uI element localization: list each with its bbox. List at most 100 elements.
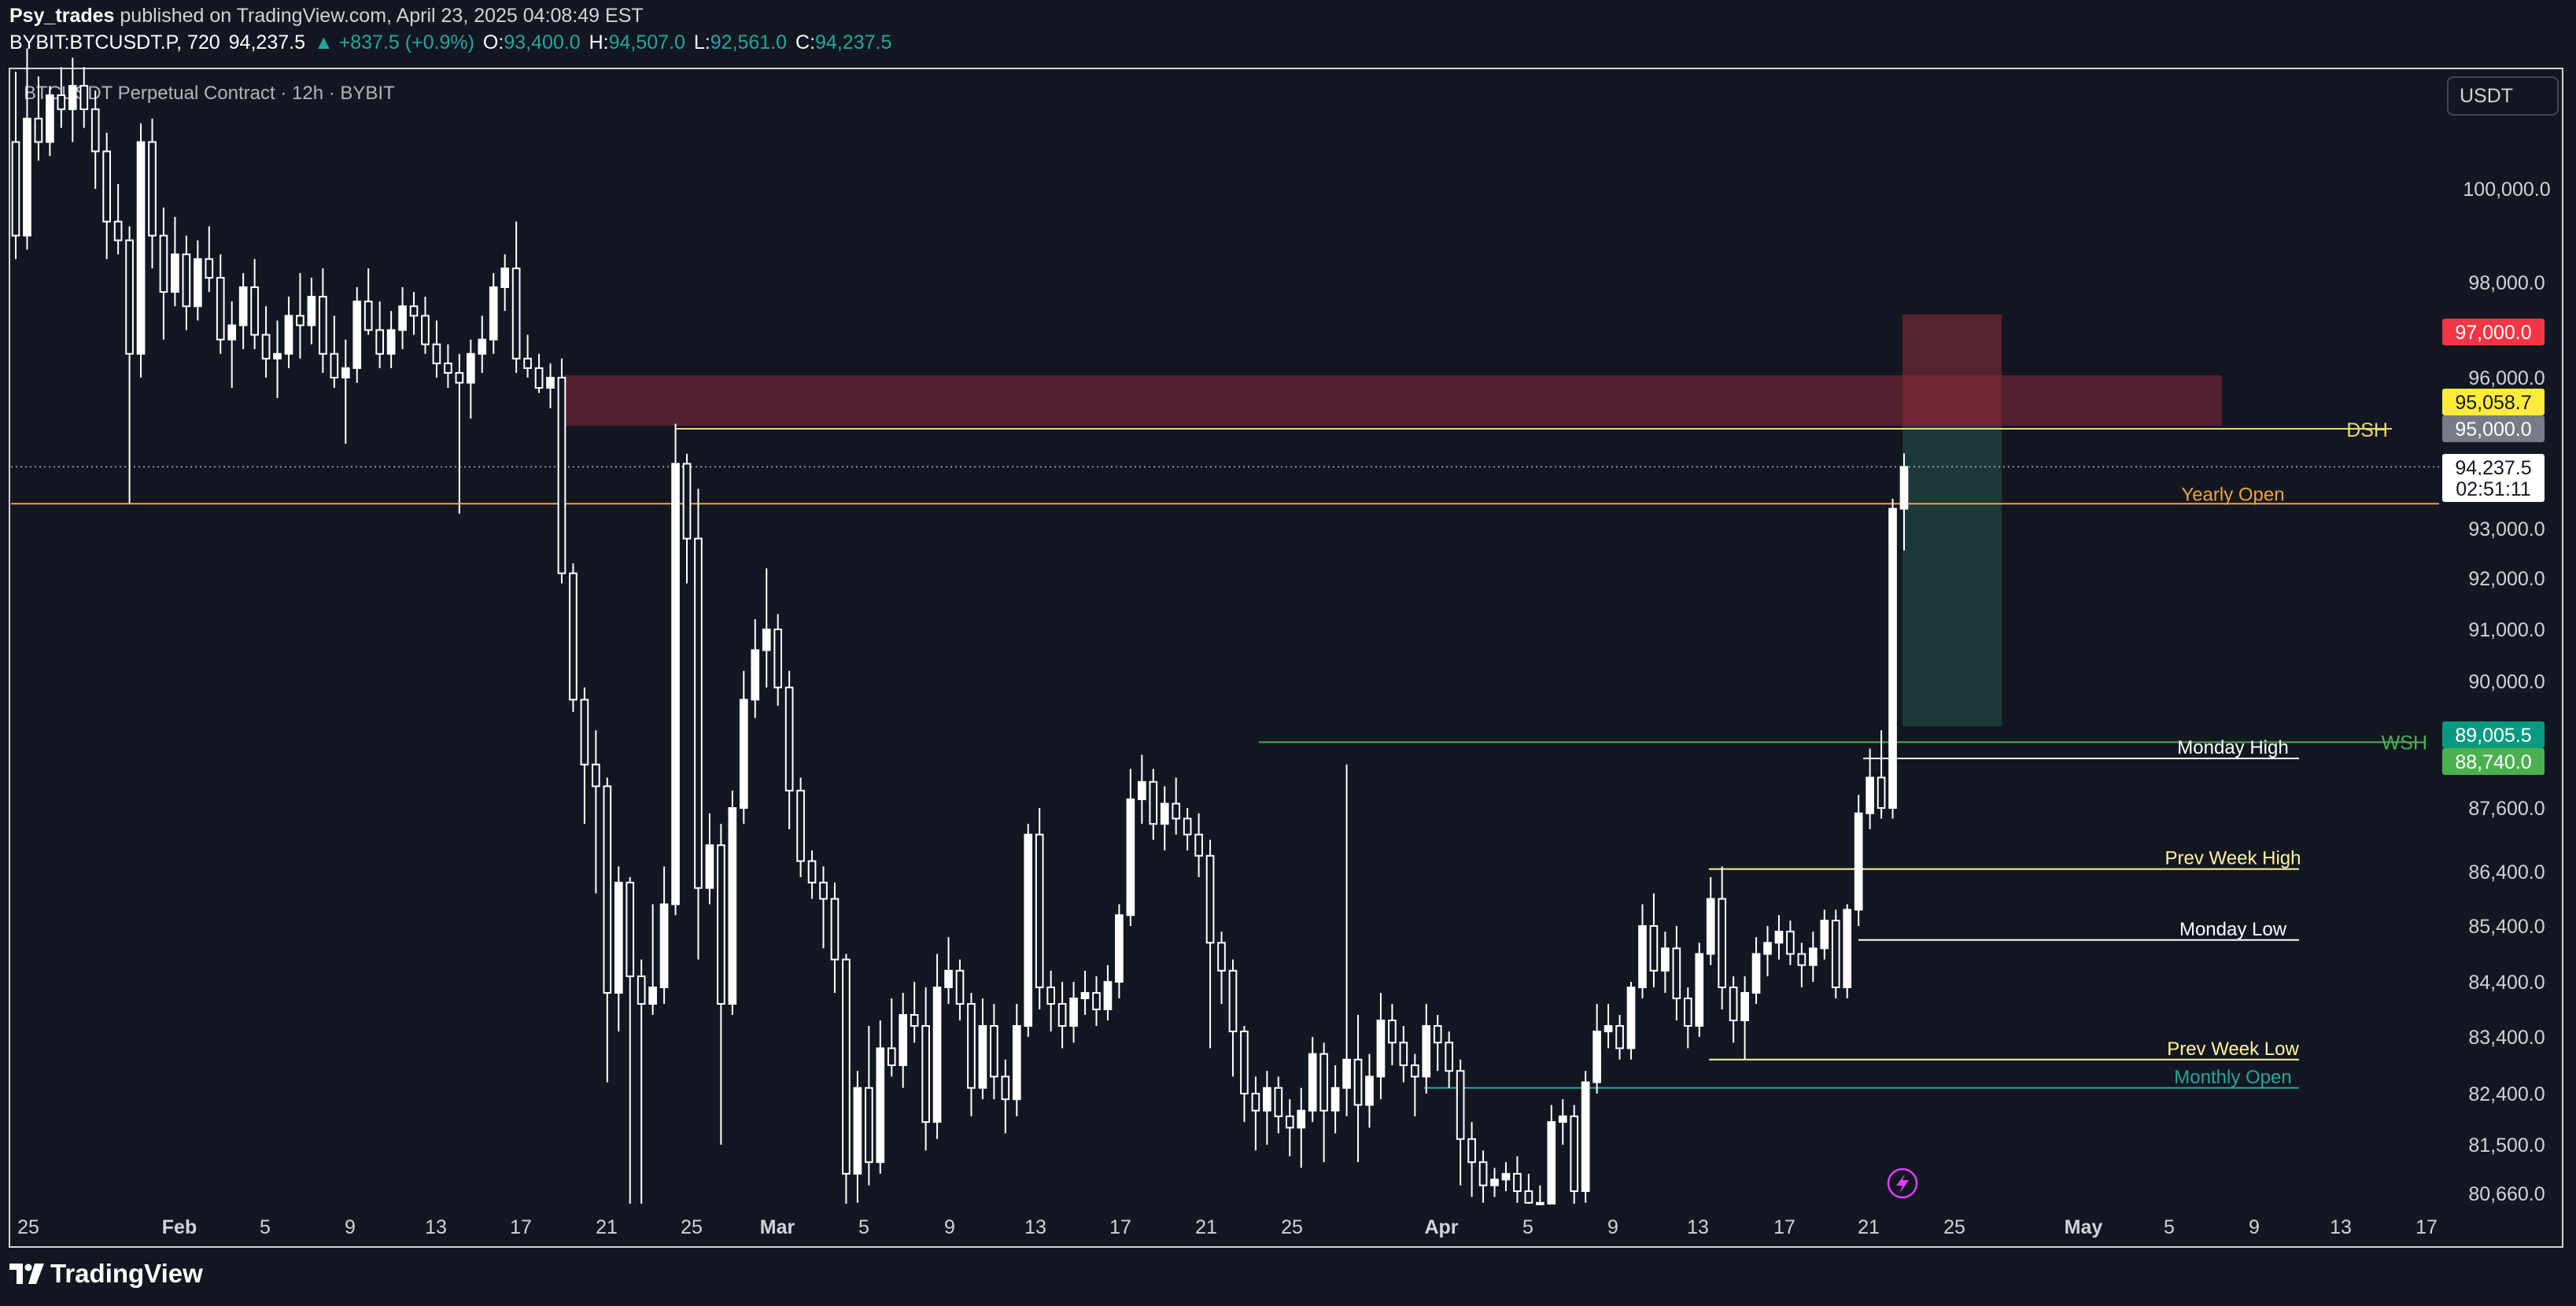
tradingview-wordmark: TradingView <box>50 1259 203 1288</box>
candle <box>694 489 703 960</box>
price-badge-text: 88,740.0 <box>2455 751 2531 773</box>
y-tick-label: 85,400.0 <box>2468 916 2545 938</box>
x-tick-label: 17 <box>1109 1216 1131 1238</box>
candle <box>296 273 304 359</box>
candle <box>990 1004 998 1100</box>
candle <box>1330 1065 1340 1134</box>
x-tick-label: 9 <box>2249 1216 2260 1238</box>
candle <box>466 339 475 419</box>
candle <box>136 123 146 378</box>
candle <box>580 687 589 825</box>
candle <box>34 76 43 161</box>
candle <box>182 235 191 330</box>
x-tick-label: 13 <box>425 1216 447 1238</box>
candle <box>830 882 840 993</box>
candle <box>238 273 248 349</box>
currency-button[interactable]: USDT <box>2447 76 2559 116</box>
time-axis[interactable]: 25 Feb 5 9 13 17 21 25 Mar 5 9 13 17 21 25 Apr 5 9 13 17 21 2… <box>17 1216 2438 1238</box>
candle <box>159 207 168 340</box>
level-label: Monday Low <box>2179 919 2287 940</box>
candle <box>1149 769 1158 840</box>
x-tick-label: 9 <box>1607 1216 1618 1238</box>
tradingview-logo[interactable]: TradingView <box>9 1259 203 1289</box>
y-tick-label: 100,000.0 <box>2463 179 2550 201</box>
candle <box>227 301 237 388</box>
tradingview-icon <box>9 1264 44 1284</box>
candle <box>90 90 100 189</box>
price-badge-text: 89,005.5 <box>2455 725 2531 747</box>
x-tick-label: 5 <box>858 1216 869 1238</box>
candle <box>1615 1015 1624 1060</box>
publish-text: published on TradingView.com, April 23, … <box>120 5 644 27</box>
candle <box>751 619 760 718</box>
candle <box>409 292 419 335</box>
candle <box>1718 866 1727 1009</box>
candle <box>1888 498 1897 819</box>
candle <box>1194 813 1203 877</box>
candle <box>978 998 987 1100</box>
candle <box>1740 976 1749 1060</box>
candle <box>1035 808 1044 1009</box>
candle <box>921 987 930 1151</box>
candle <box>352 287 362 383</box>
x-tick-label: 13 <box>1024 1216 1046 1238</box>
candle <box>23 48 31 250</box>
candle <box>819 866 828 949</box>
candle <box>1706 876 1715 965</box>
candle <box>1695 943 1704 1037</box>
candle <box>1604 1004 1613 1049</box>
candle <box>842 954 851 1204</box>
candle <box>1319 1042 1328 1163</box>
candle <box>1570 1105 1579 1204</box>
candle <box>534 353 544 393</box>
price-badge: 95,000.0 <box>2442 415 2545 442</box>
y-tick-label: 80,660.0 <box>2468 1183 2545 1205</box>
candle <box>1103 965 1113 1020</box>
candle <box>1581 1071 1590 1203</box>
candle <box>489 273 498 354</box>
author-name[interactable]: Psy_trades <box>9 5 115 27</box>
open-label: O: <box>482 31 504 53</box>
candle <box>1251 1076 1260 1151</box>
candle <box>1217 932 1226 1004</box>
candle <box>1433 1015 1442 1072</box>
candle <box>193 240 202 321</box>
candle <box>944 937 953 1004</box>
candle <box>1069 982 1078 1043</box>
candle <box>1456 1059 1465 1186</box>
candle <box>1649 893 1659 987</box>
candle <box>773 614 783 706</box>
candle <box>102 132 112 260</box>
candle <box>341 339 350 445</box>
candle <box>261 306 271 378</box>
lightning-icon[interactable] <box>1887 1168 1918 1199</box>
candle <box>1729 976 1738 1043</box>
price-badge: 97,000.0 <box>2442 319 2545 345</box>
candle <box>1024 824 1033 1037</box>
candle <box>796 777 805 877</box>
close-label: C: <box>795 31 816 53</box>
candle <box>910 982 919 1043</box>
last-price: 94,237.5 <box>228 31 305 53</box>
price-badge: 88,740.0 <box>2442 748 2545 775</box>
candle <box>1422 1004 1431 1094</box>
candle <box>1786 920 1795 965</box>
candle <box>728 790 737 1015</box>
price-badge: 95,058.7 <box>2442 389 2545 415</box>
price-axis[interactable]: 100,000.0 98,000.0 96,000.0 93,000.0 92,000.… <box>2463 179 2550 1205</box>
y-tick-label: 98,000.0 <box>2468 272 2545 294</box>
x-tick-label: Apr <box>1424 1216 1458 1238</box>
candle <box>1490 1168 1499 1197</box>
candle <box>557 358 566 584</box>
candle <box>364 268 373 335</box>
candle <box>1057 982 1067 1049</box>
target-zone <box>1902 426 2002 727</box>
open-value: 93,400.0 <box>504 31 581 53</box>
candle <box>784 670 794 829</box>
candle <box>1137 754 1146 825</box>
candle <box>1388 1004 1397 1065</box>
candle <box>1046 970 1056 1031</box>
candle <box>1172 777 1181 835</box>
publish-info: Psy_trades published on TradingView.com,… <box>9 5 644 28</box>
